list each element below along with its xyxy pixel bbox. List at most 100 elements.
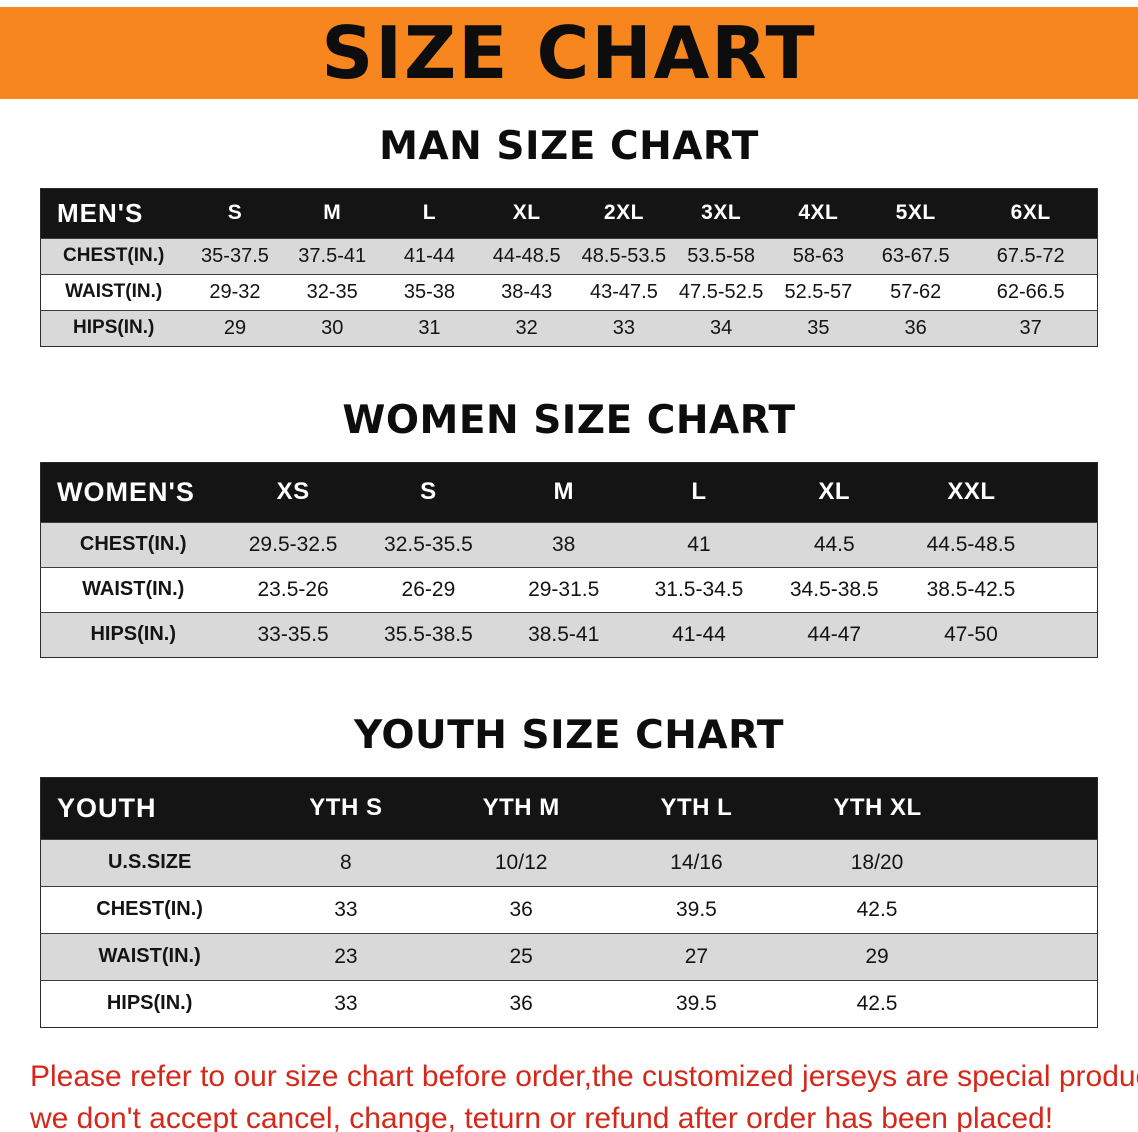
value-cell: 44.5-48.5: [901, 521, 1098, 568]
size-header-cell: 3XL: [672, 188, 770, 239]
size-header-cell: M: [496, 462, 632, 523]
size-header-cell: 5XL: [867, 188, 965, 239]
table-row: HIPS(IN.) 29 30 31 32 33 34 35 36 37: [40, 309, 1098, 347]
value-cell: 36: [867, 309, 965, 347]
value-cell: 36: [433, 885, 609, 934]
value-cell: 23: [258, 932, 434, 981]
value-cell: 37.5-41: [283, 237, 381, 275]
value-cell: 34: [672, 309, 770, 347]
table-title-cell: YOUTH: [40, 777, 259, 840]
value-cell: 32: [478, 309, 576, 347]
row-label-cell: CHEST(IN.): [40, 885, 259, 934]
size-header-cell: S: [186, 188, 284, 239]
youth-size-section: YOUTH SIZE CHART YOUTH YTH S YTH M YTH L YTH…: [0, 712, 1138, 1028]
value-cell: 36: [433, 979, 609, 1028]
size-header-cell: L: [631, 462, 767, 523]
value-cell: 52.5-57: [769, 273, 867, 311]
table-header-row: MEN'S S M L XL 2XL 3XL 4XL 5XL 6XL: [40, 188, 1098, 239]
row-label-cell: CHEST(IN.): [40, 521, 226, 568]
value-cell: 32.5-35.5: [360, 521, 497, 568]
table-title-cell: WOMEN'S: [40, 462, 226, 523]
youth-section-heading: YOUTH SIZE CHART: [354, 712, 784, 758]
disclaimer-line-2: we don't accept cancel, change, teturn o…: [30, 1102, 1054, 1132]
value-cell: 57-62: [867, 273, 965, 311]
page-title: SIZE CHART: [321, 11, 817, 95]
size-header-cell: S: [360, 462, 497, 523]
youth-size-table: YOUTH YTH S YTH M YTH L YTH XL U.S.SIZE 8 10/12…: [40, 776, 1098, 1028]
value-cell: 47.5-52.5: [672, 273, 770, 311]
row-label-cell: HIPS(IN.): [40, 979, 259, 1028]
value-cell: 63-67.5: [867, 237, 965, 275]
size-header-cell: XL: [478, 188, 576, 239]
value-cell: 26-29: [360, 566, 497, 613]
value-cell: 33-35.5: [225, 611, 361, 658]
value-cell: 23.5-26: [225, 566, 361, 613]
value-cell: 37: [964, 309, 1098, 347]
size-header-cell: M: [283, 188, 381, 239]
table-row: WAIST(IN.) 23.5-26 26-29 29-31.5 31.5-34.5 34…: [40, 566, 1098, 613]
value-cell: 62-66.5: [964, 273, 1098, 311]
table-row: U.S.SIZE 8 10/12 14/16 18/20: [40, 838, 1098, 887]
value-cell: 48.5-53.5: [575, 237, 673, 275]
value-cell: 29: [186, 309, 284, 347]
table-row: CHEST(IN.) 29.5-32.5 32.5-35.5 38 41 44.5 44.5…: [40, 521, 1098, 568]
value-cell: 43-47.5: [575, 273, 673, 311]
value-cell: 47-50: [901, 611, 1098, 658]
value-cell: 38.5-41: [496, 611, 632, 658]
row-label-cell: WAIST(IN.): [40, 566, 226, 613]
value-cell: 42.5: [784, 885, 1098, 934]
size-header-cell: YTH M: [433, 777, 609, 840]
row-label-cell: WAIST(IN.): [40, 273, 187, 311]
table-header-row: WOMEN'S XS S M L XL XXL: [40, 462, 1098, 523]
size-header-cell: L: [380, 188, 479, 239]
value-cell: 10/12: [433, 838, 609, 887]
table-row: WAIST(IN.) 23 25 27 29: [40, 932, 1098, 981]
row-label-cell: CHEST(IN.): [40, 237, 187, 275]
table-row: HIPS(IN.) 33 36 39.5 42.5: [40, 979, 1098, 1028]
value-cell: 67.5-72: [964, 237, 1098, 275]
row-label-cell: HIPS(IN.): [40, 309, 187, 347]
size-header-cell: 6XL: [964, 188, 1098, 239]
value-cell: 35-37.5: [186, 237, 284, 275]
banner: SIZE CHART: [0, 7, 1138, 99]
table-row: WAIST(IN.) 29-32 32-35 35-38 38-43 43-47.5 47.…: [40, 273, 1098, 311]
table-title-cell: MEN'S: [40, 188, 187, 239]
value-cell: 38-43: [478, 273, 576, 311]
table-row: HIPS(IN.) 33-35.5 35.5-38.5 38.5-41 41-44 44-…: [40, 611, 1098, 658]
size-header-cell: YTH S: [258, 777, 434, 840]
value-cell: 44.5: [766, 521, 902, 568]
size-header-cell: 2XL: [575, 188, 673, 239]
size-header-cell: XL: [766, 462, 902, 523]
value-cell: 27: [608, 932, 785, 981]
women-size-table: WOMEN'S XS S M L XL XXL CHEST(IN.) 29.5-32.5 32.5…: [40, 461, 1098, 658]
row-label-cell: HIPS(IN.): [40, 611, 226, 658]
value-cell: 31.5-34.5: [631, 566, 767, 613]
value-cell: 29.5-32.5: [225, 521, 361, 568]
value-cell: 39.5: [608, 979, 785, 1028]
value-cell: 33: [575, 309, 673, 347]
value-cell: 30: [283, 309, 381, 347]
value-cell: 8: [258, 838, 434, 887]
value-cell: 29-31.5: [496, 566, 632, 613]
men-size-section: MAN SIZE CHART MEN'S S M L XL 2XL 3XL 4XL 5XL 6XL…: [0, 124, 1138, 347]
value-cell: 29: [784, 932, 1098, 981]
row-label-cell: WAIST(IN.): [40, 932, 259, 981]
value-cell: 29-32: [186, 273, 284, 311]
value-cell: 44-48.5: [478, 237, 576, 275]
value-cell: 44-47: [766, 611, 902, 658]
size-header-cell: 4XL: [769, 188, 867, 239]
value-cell: 32-35: [283, 273, 381, 311]
value-cell: 31: [380, 309, 479, 347]
value-cell: 33: [258, 885, 434, 934]
value-cell: 34.5-38.5: [766, 566, 902, 613]
value-cell: 42.5: [784, 979, 1098, 1028]
value-cell: 38: [496, 521, 632, 568]
value-cell: 33: [258, 979, 434, 1028]
value-cell: 41-44: [631, 611, 767, 658]
women-section-heading: WOMEN SIZE CHART: [342, 397, 796, 443]
value-cell: 38.5-42.5: [901, 566, 1098, 613]
men-section-heading: MAN SIZE CHART: [379, 124, 759, 169]
value-cell: 18/20: [784, 838, 1098, 887]
row-label-cell: U.S.SIZE: [40, 838, 259, 887]
